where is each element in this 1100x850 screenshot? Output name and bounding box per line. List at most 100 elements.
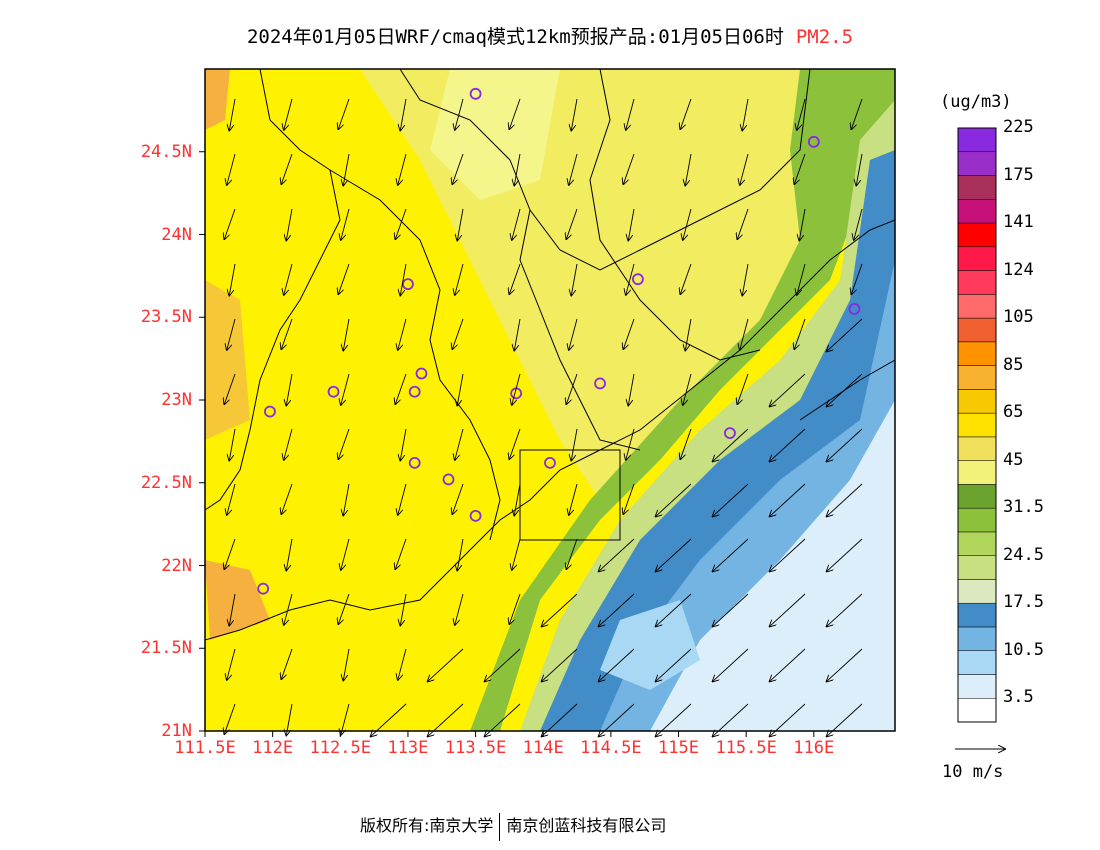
wind-arrow xyxy=(286,373,293,405)
wind-arrow xyxy=(455,593,464,625)
border-line-5 xyxy=(519,209,641,451)
wind-arrow xyxy=(628,208,635,240)
wind-arrow xyxy=(338,428,350,459)
wind-arrow xyxy=(227,153,236,185)
wind-arrow xyxy=(284,98,293,130)
wind-arrow xyxy=(827,318,863,351)
x-tick-label: 113.5E xyxy=(444,738,507,758)
station-marker xyxy=(408,385,421,398)
wind-arrow xyxy=(229,98,236,130)
wind-arrow xyxy=(740,318,749,350)
wind-arrow xyxy=(571,98,578,130)
wind-arrow xyxy=(395,373,407,404)
wind-arrow xyxy=(428,703,464,736)
wind-arrow xyxy=(827,648,863,681)
colorbar-cell xyxy=(957,484,997,509)
wind-arrow xyxy=(229,428,236,460)
y-tick-label: 24.5N xyxy=(140,141,192,162)
wind-arrow xyxy=(512,373,521,405)
copyright-divider xyxy=(499,812,501,841)
wind-arrow xyxy=(713,538,749,571)
wind-arrow xyxy=(428,648,464,681)
wind-arrow xyxy=(856,153,863,185)
wind-arrow xyxy=(713,593,749,626)
wind-arrow xyxy=(626,428,635,460)
border-line-1 xyxy=(205,69,341,511)
y-tick-label: 23N xyxy=(161,390,192,410)
wind-arrow xyxy=(713,703,749,736)
wind-arrow xyxy=(512,208,521,240)
border-line-2 xyxy=(329,169,501,541)
wind-arrow xyxy=(770,703,806,736)
wind-arrow xyxy=(656,538,692,571)
wind-arrow xyxy=(286,703,293,735)
wind-arrow xyxy=(770,428,806,461)
colorbar-cell xyxy=(957,412,997,438)
wind-arrow xyxy=(685,318,692,350)
colorbar-cell xyxy=(957,436,997,461)
wind-arrow xyxy=(571,428,578,460)
wind-arrow xyxy=(227,648,236,680)
wind-arrow xyxy=(286,538,293,570)
wind-arrow xyxy=(680,263,692,294)
wind-arrow xyxy=(770,538,806,571)
wind-scale-label: 10 m/s xyxy=(942,762,1004,782)
station-marker xyxy=(594,377,606,390)
wind-arrow xyxy=(457,373,464,405)
wind-arrow xyxy=(794,153,806,184)
wind-arrow xyxy=(713,648,749,681)
wind-arrow xyxy=(656,593,692,626)
wind-arrow xyxy=(341,538,350,570)
wind-arrow xyxy=(400,428,407,460)
colorbar-cell xyxy=(957,294,997,319)
colorbar-label: 45 xyxy=(1003,449,1024,470)
wind-arrow xyxy=(770,373,806,406)
x-tick-label: 114.5E xyxy=(580,738,642,758)
wind-arrow xyxy=(514,318,521,350)
x-tick-label: 116E xyxy=(793,738,835,758)
station-marker xyxy=(469,87,482,100)
wind-arrow xyxy=(628,373,635,405)
colorbar-cell xyxy=(957,341,997,366)
wind-arrow xyxy=(284,428,293,460)
station-marker xyxy=(848,303,861,315)
colorbar-cell xyxy=(957,460,997,485)
wind-arrow xyxy=(229,263,236,295)
wind-arrow xyxy=(398,483,407,515)
wind-arrow xyxy=(281,483,293,514)
wind-arrow xyxy=(623,153,635,184)
wind-arrow xyxy=(737,373,749,404)
x-tick-label: 112.5E xyxy=(309,738,371,758)
station-marker xyxy=(408,456,421,469)
wind-arrow xyxy=(827,593,863,626)
wind-arrow xyxy=(599,703,635,736)
wind-arrow xyxy=(542,703,578,736)
wind-arrow xyxy=(398,648,407,680)
colorbar-cell xyxy=(957,507,997,533)
wind-arrow xyxy=(599,648,635,681)
wind-arrow xyxy=(827,428,863,461)
wind-arrow xyxy=(338,98,350,129)
colorbar-cell xyxy=(957,531,997,556)
colorbar-cell xyxy=(957,697,997,723)
wind-arrow xyxy=(455,428,464,460)
x-tick-label: 111.5E xyxy=(174,738,236,758)
wind-arrow xyxy=(229,593,236,625)
wind-vectors xyxy=(224,98,863,736)
station-marker xyxy=(724,427,736,440)
colorbar-label: 3.5 xyxy=(1003,687,1034,708)
station-marker xyxy=(442,473,455,486)
colorbar-cell xyxy=(957,317,997,343)
wind-arrow xyxy=(509,98,521,129)
wind-arrow xyxy=(827,703,863,736)
colorbar-label: 225 xyxy=(1003,117,1034,137)
wind-arrow xyxy=(626,98,635,130)
station-marker xyxy=(469,509,482,522)
concentration-field xyxy=(205,69,895,731)
wind-arrow xyxy=(797,98,806,130)
wind-arrow xyxy=(224,538,236,569)
wind-arrow xyxy=(224,373,236,404)
wind-arrow xyxy=(398,318,407,350)
colorbar-cell xyxy=(957,579,997,604)
colorbar-cell xyxy=(957,602,997,628)
